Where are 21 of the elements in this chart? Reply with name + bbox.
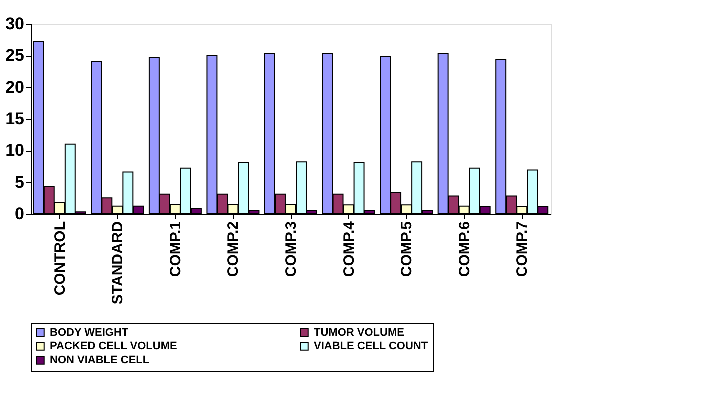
y-tick-label: 30 [6,14,24,34]
x-tick-label: COMP.5 [398,222,416,278]
legend-label: NON VIABLE CELL [50,354,150,366]
x-tick-label: CONTROL [52,222,69,296]
y-tick-label: 25 [6,46,24,66]
y-tick-label: 20 [6,78,24,97]
legend-label: VIABLE CELL COUNT [314,340,428,352]
x-tick-label: COMP.1 [167,222,184,278]
legend-label: PACKED CELL VOLUME [50,340,178,352]
y-tick-label: 15 [6,110,24,128]
x-tick-label: COMP.3 [283,222,300,278]
x-tick-label: COMP.4 [340,220,358,278]
x-tick-label: COMP.6 [456,222,474,278]
legend-label: BODY WEIGHT [50,326,129,339]
y-tick-label: 0 [15,204,24,224]
y-tick-label: 10 [6,141,24,160]
legend-label: TUMOR VOLUME [314,326,404,339]
x-tick-label: COMP.2 [225,222,242,278]
x-tick-label: STANDARD [110,221,127,305]
x-tick-label: COMP.7 [514,222,532,278]
y-tick-label: 5 [15,172,24,192]
